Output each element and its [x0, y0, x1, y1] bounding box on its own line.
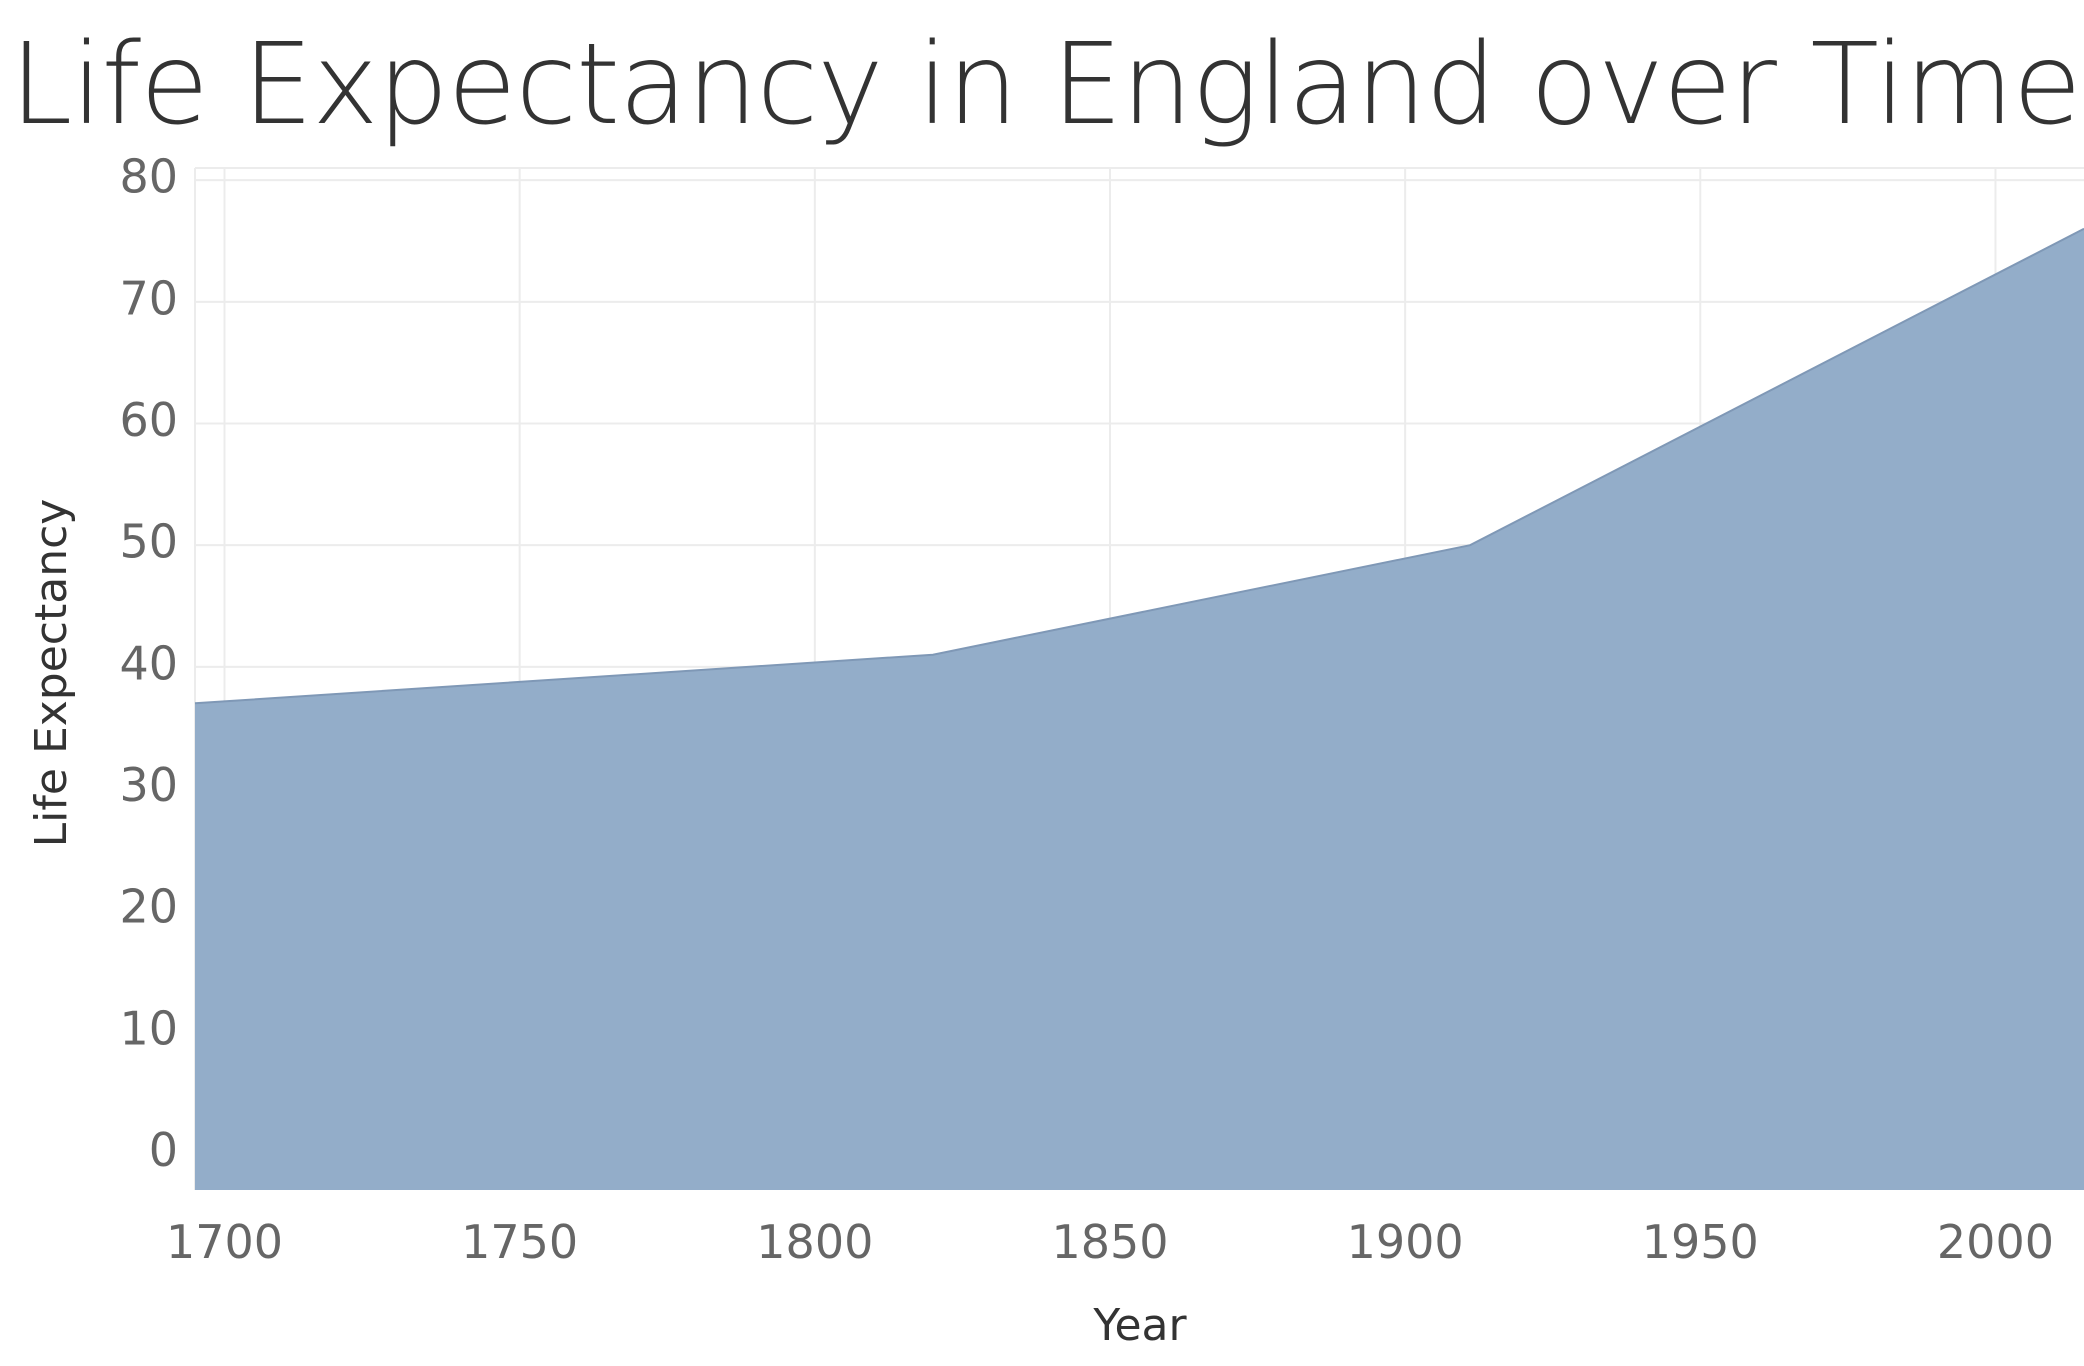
- data-point: [1469, 544, 1471, 546]
- x-tick-label: 1800: [756, 1215, 873, 1269]
- area-layer: [194, 227, 2084, 1191]
- x-tick-label: 1700: [166, 1215, 283, 1269]
- x-axis-title: Year: [1092, 1300, 1187, 1351]
- x-axis-ticks: 1700 1750 1800 1850 1900 1950 2000: [166, 1215, 2054, 1269]
- y-tick-label: 40: [119, 636, 178, 690]
- data-point: [932, 654, 934, 656]
- data-point: [194, 702, 196, 704]
- x-tick-label: 2000: [1937, 1215, 2054, 1269]
- chart-title: Life Expectancy in England over Time: [10, 20, 2082, 150]
- y-tick-label: 60: [119, 393, 178, 447]
- y-tick-label: 70: [119, 271, 178, 325]
- y-tick-label: 20: [119, 880, 178, 934]
- x-tick-label: 1750: [461, 1215, 578, 1269]
- y-tick-label: 50: [119, 515, 178, 569]
- y-axis-title: Life Expectancy: [26, 499, 77, 848]
- y-axis-ticks: 0 10 20 30 40 50 60 70 80: [119, 150, 178, 1177]
- x-tick-label: 1950: [1642, 1215, 1759, 1269]
- y-tick-label: 80: [119, 150, 178, 204]
- area-line: [194, 227, 2084, 705]
- y-tick-label: 10: [119, 1001, 178, 1055]
- x-tick-label: 1900: [1347, 1215, 1464, 1269]
- area-fill: [195, 228, 2084, 1191]
- x-tick-label: 1850: [1051, 1215, 1168, 1269]
- y-tick-label: 30: [119, 758, 178, 812]
- y-tick-label: 0: [149, 1123, 178, 1177]
